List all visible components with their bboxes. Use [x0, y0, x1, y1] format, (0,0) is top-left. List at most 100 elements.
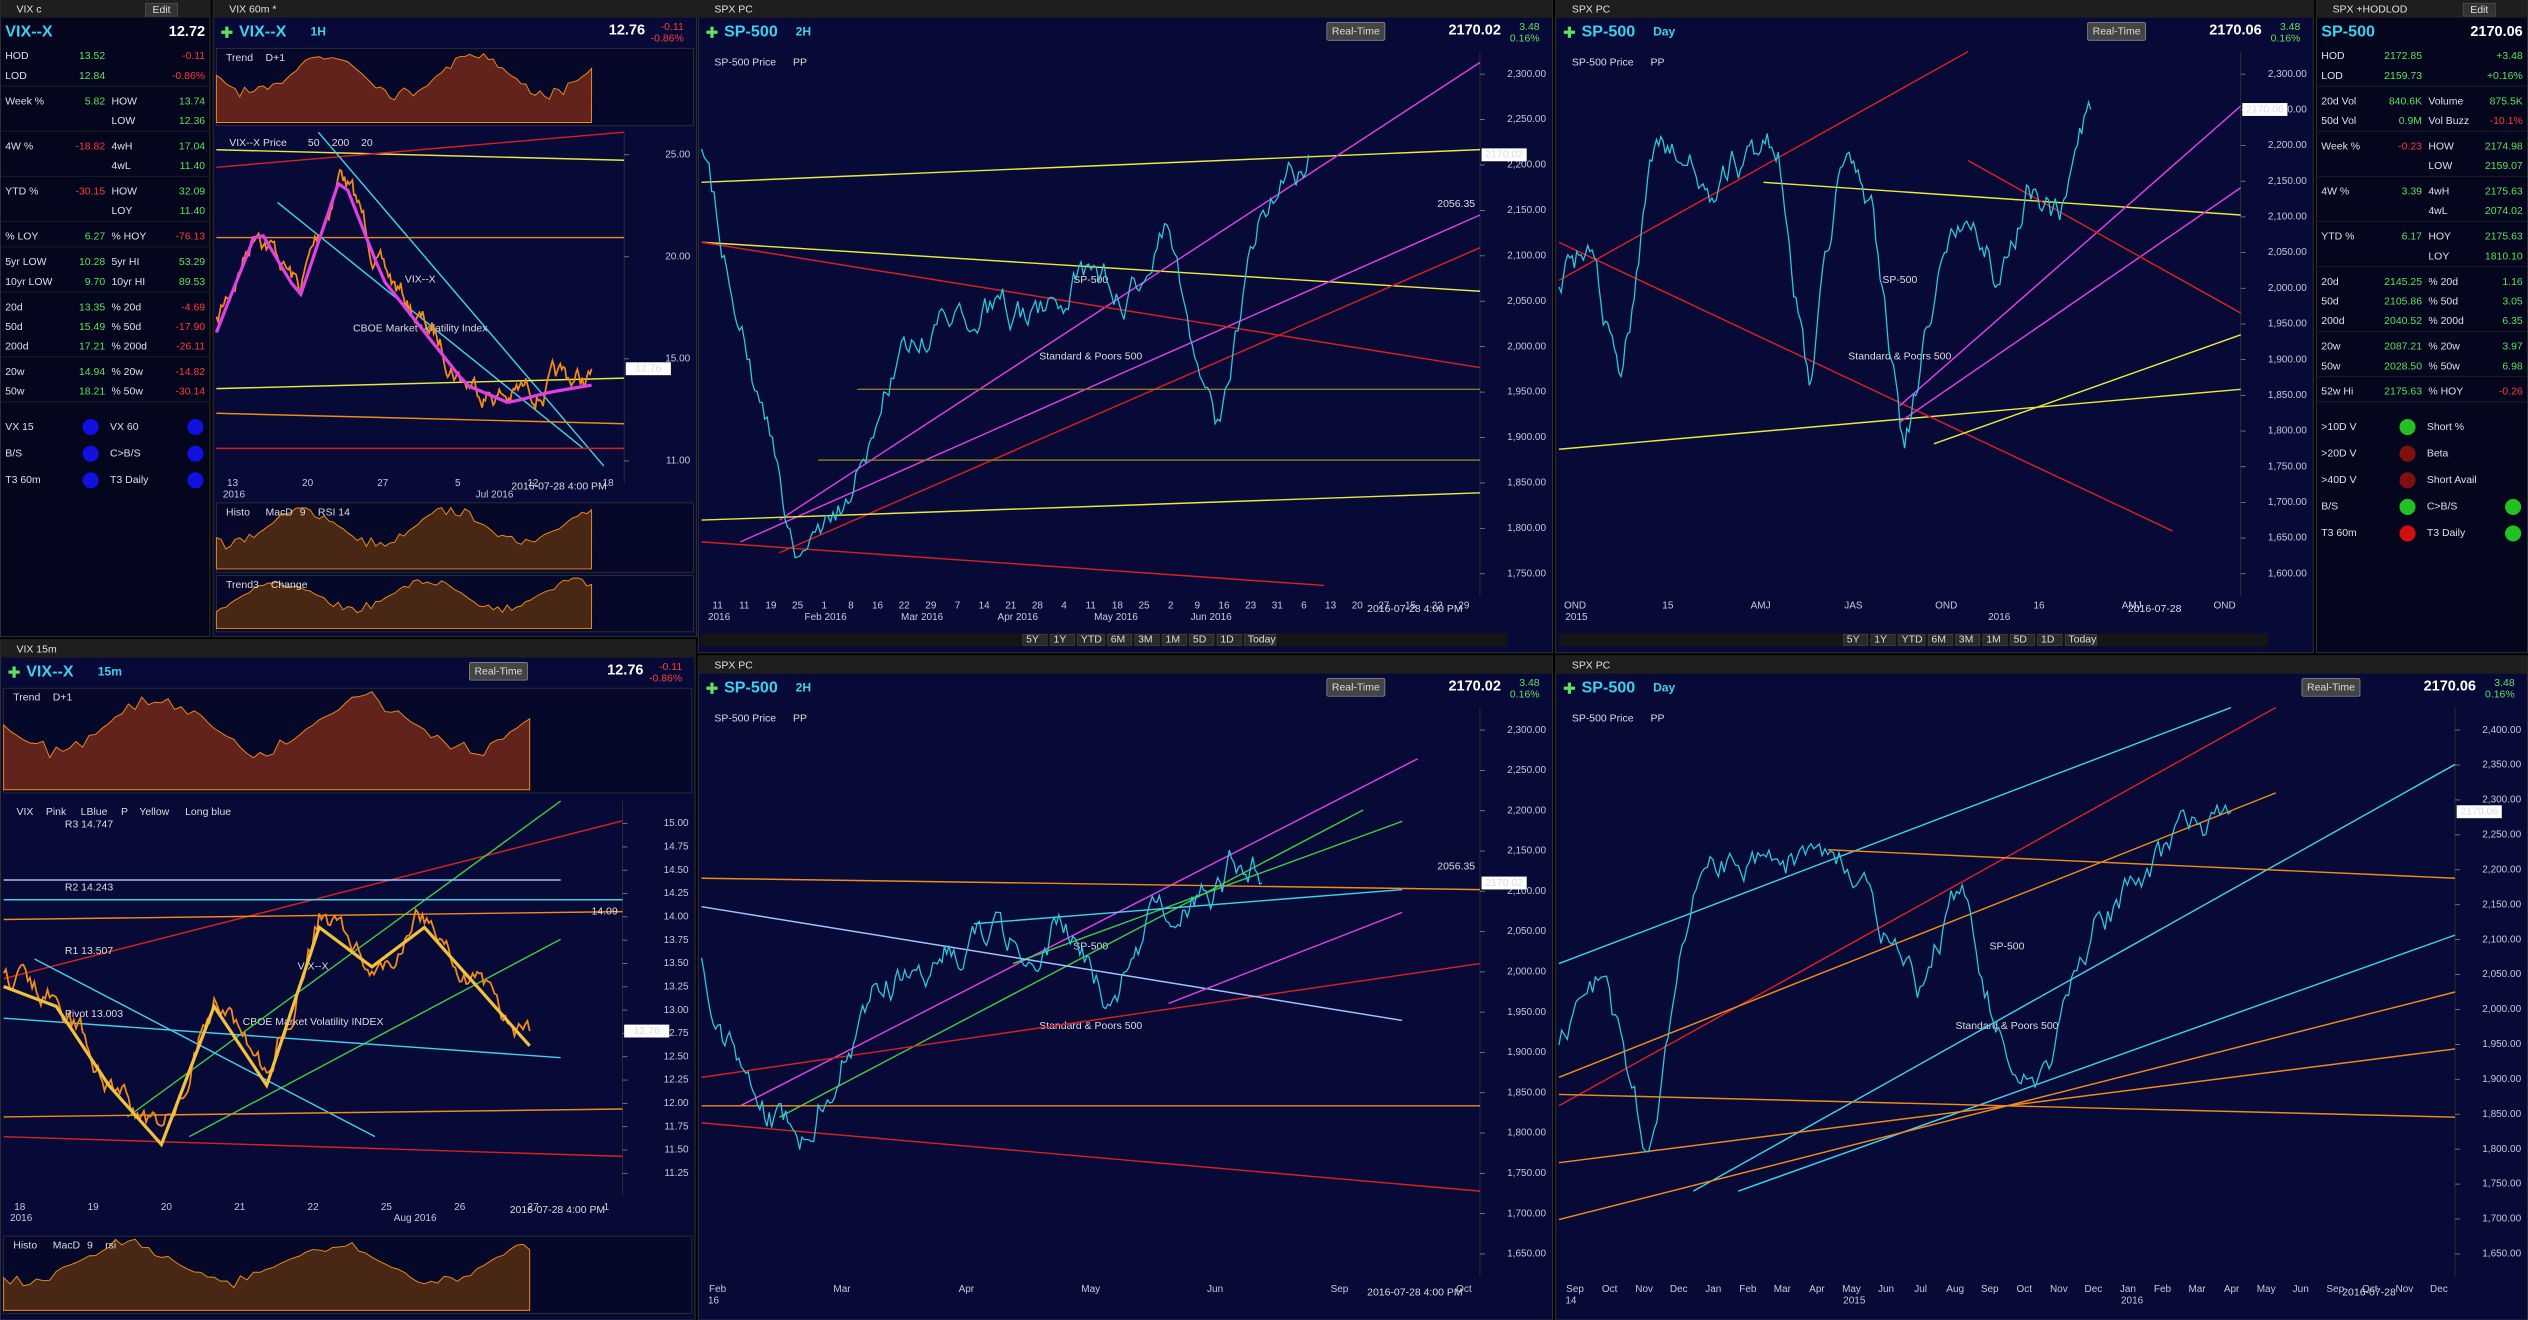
- period-label[interactable]: 5D: [2014, 635, 2028, 646]
- period-label[interactable]: Today: [2068, 635, 2097, 646]
- period-button[interactable]: [1050, 633, 1075, 646]
- realtime-button[interactable]: [2301, 678, 2361, 697]
- period-button[interactable]: [2064, 633, 2097, 646]
- y-tick-label: 1,650.00: [2482, 1249, 2521, 1260]
- period-label[interactable]: YTD: [1081, 635, 1102, 646]
- study-label: MacD: [53, 1241, 81, 1252]
- legend-item: 200: [332, 138, 350, 149]
- stat-label: 4wL: [111, 161, 130, 172]
- y-tick-label: 2,100.00: [1507, 886, 1546, 897]
- period-button[interactable]: [1022, 633, 1048, 646]
- stat-label: Volume: [2428, 96, 2463, 107]
- realtime-button[interactable]: [469, 662, 528, 681]
- edit-label[interactable]: Edit: [2470, 5, 2488, 16]
- stat-value: 0.9M: [2399, 116, 2422, 127]
- study-area: [215, 577, 593, 630]
- trend-line: [701, 241, 1481, 369]
- period-button[interactable]: [1107, 633, 1132, 646]
- panel-interval[interactable]: 2H: [796, 24, 811, 38]
- period-button[interactable]: [1216, 633, 1242, 646]
- period-button[interactable]: [1982, 633, 2008, 646]
- y-tick-label: 1,750.00: [2482, 1179, 2521, 1190]
- realtime-button[interactable]: [1326, 678, 1386, 697]
- period-button[interactable]: [1189, 633, 1215, 646]
- edit-label[interactable]: Edit: [153, 5, 171, 16]
- indicator-dot: [187, 472, 204, 489]
- stat-label: Week %: [2321, 141, 2360, 152]
- period-label[interactable]: 3M: [1959, 635, 1974, 646]
- x-sub-label: Feb 2016: [804, 612, 847, 623]
- period-button[interactable]: [2037, 633, 2063, 646]
- indicator-dot: [82, 472, 99, 489]
- x-tick-label: May: [1081, 1284, 1100, 1295]
- period-button[interactable]: [1162, 633, 1187, 646]
- level-label: 2056.35: [1437, 199, 1475, 210]
- panel-bg: [1555, 655, 2528, 1320]
- period-label[interactable]: 6M: [1931, 635, 1946, 646]
- price-tag-label: 2170.02: [1485, 878, 1523, 889]
- period-label[interactable]: 3M: [1138, 635, 1153, 646]
- period-label[interactable]: Today: [1248, 635, 1277, 646]
- timestamp: 2016-07-28 4:00 PM: [510, 1205, 605, 1216]
- x-sub-label: 2016: [708, 612, 731, 623]
- trend-line: [1012, 820, 1403, 965]
- period-label[interactable]: YTD: [1902, 635, 1923, 646]
- x-tick-label: Apr: [2224, 1284, 2240, 1295]
- x-tick-label: 2: [1168, 601, 1174, 612]
- panel-price: 2170.06: [2209, 22, 2261, 38]
- realtime-label[interactable]: Real-Time: [2093, 27, 2141, 38]
- period-label[interactable]: 1M: [1166, 635, 1181, 646]
- stat-label: 20d Vol: [2321, 96, 2356, 107]
- trend-line: [779, 247, 1481, 554]
- x-tick-label: Apr: [959, 1284, 975, 1295]
- period-button[interactable]: [1134, 633, 1160, 646]
- panel-interval[interactable]: 1H: [311, 24, 326, 38]
- stat-label: % 200d: [111, 342, 147, 353]
- realtime-button[interactable]: [2087, 22, 2147, 41]
- realtime-label[interactable]: Real-Time: [1332, 27, 1380, 38]
- period-button[interactable]: [2010, 633, 2035, 646]
- edit-button[interactable]: [2462, 2, 2496, 17]
- realtime-label[interactable]: Real-Time: [474, 667, 522, 678]
- period-label[interactable]: 1M: [1986, 635, 2001, 646]
- edit-button[interactable]: [145, 2, 179, 17]
- period-button[interactable]: [1077, 633, 1105, 646]
- x-tick-label: 21: [234, 1202, 246, 1213]
- period-label[interactable]: 5D: [1193, 635, 1207, 646]
- realtime-button[interactable]: [1326, 22, 1386, 41]
- panel-interval[interactable]: 15m: [98, 664, 122, 678]
- study-area: [215, 52, 593, 123]
- x-tick-label: 22: [308, 1202, 320, 1213]
- period-label[interactable]: 1D: [2041, 635, 2055, 646]
- period-button[interactable]: [1843, 633, 1868, 646]
- y-tick-label: 2,000.00: [2268, 283, 2307, 294]
- panel-interval[interactable]: 2H: [796, 680, 811, 694]
- x-tick-label: 6: [1301, 601, 1307, 612]
- x-tick-label: Nov: [2050, 1284, 2068, 1295]
- period-label[interactable]: 6M: [1111, 635, 1126, 646]
- trend-line: [1558, 792, 2277, 1079]
- indicator-label: Short %: [2427, 422, 2464, 433]
- legend-item: Long blue: [185, 807, 231, 818]
- period-label[interactable]: 1Y: [1874, 635, 1887, 646]
- period-button[interactable]: [1870, 633, 1896, 646]
- period-button[interactable]: [1955, 633, 1981, 646]
- indicator-label: >20D V: [2321, 448, 2356, 459]
- realtime-label[interactable]: Real-Time: [2307, 683, 2355, 694]
- period-label[interactable]: 1D: [1220, 635, 1234, 646]
- period-button[interactable]: [1244, 633, 1277, 646]
- panel-interval[interactable]: Day: [1653, 680, 1675, 694]
- y-tick-label: 1,800.00: [1507, 1128, 1546, 1139]
- y-tick-label: 2,350.00: [2482, 760, 2521, 771]
- x-tick-label: Oct: [1456, 1284, 1472, 1295]
- realtime-label[interactable]: Real-Time: [1332, 683, 1380, 694]
- period-button[interactable]: [1927, 633, 1953, 646]
- stat-label: HOD: [2321, 51, 2345, 62]
- period-label[interactable]: 5Y: [1847, 635, 1860, 646]
- panel-interval[interactable]: Day: [1653, 24, 1675, 38]
- stat-value: 3.05: [2502, 296, 2523, 307]
- y-tick-label: 14.25: [664, 888, 689, 899]
- period-label[interactable]: 1Y: [1054, 635, 1067, 646]
- period-label[interactable]: 5Y: [1026, 635, 1039, 646]
- period-button[interactable]: [1898, 633, 1926, 646]
